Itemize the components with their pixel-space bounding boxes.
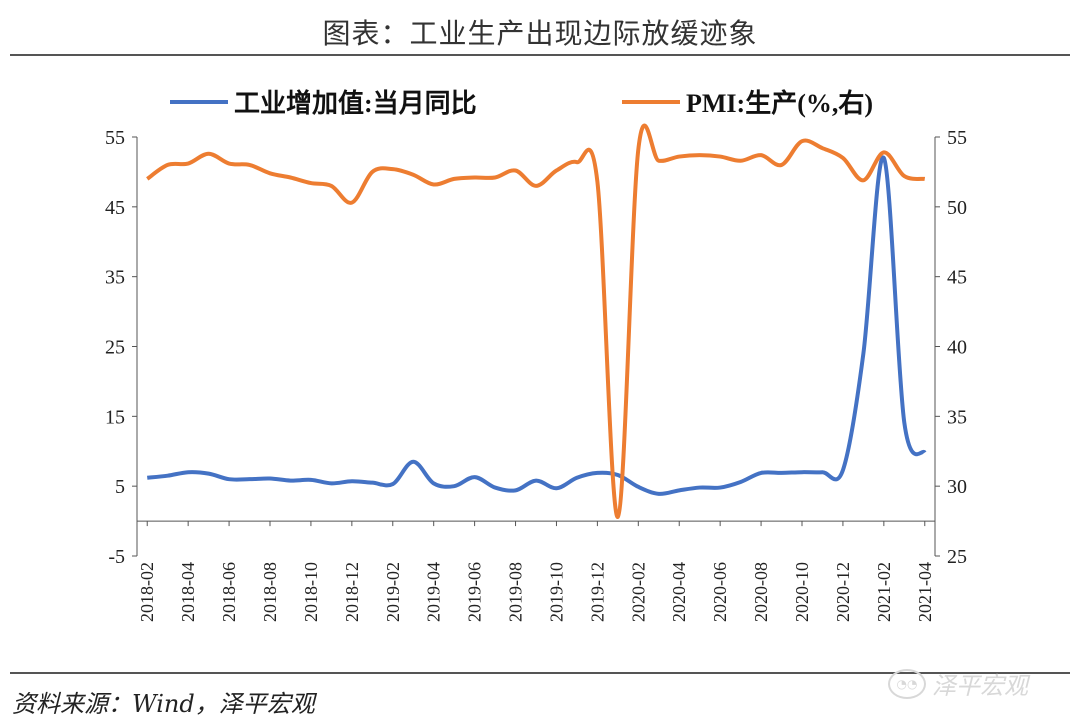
x-tick-label: 2019-12: [587, 562, 607, 622]
y-left-tick-label: 45: [105, 197, 125, 219]
title-divider: [10, 54, 1070, 56]
x-tick-label: 2021-04: [915, 562, 935, 622]
line-chart: 55 45 35 25 15 5 -5 55 50 45 40 35 30 25 2018-02 2018-0…: [105, 88, 967, 622]
y-right-tick-label: 45: [947, 267, 967, 289]
x-tick-label: 2018-04: [178, 562, 198, 622]
x-tick-label: 2019-08: [506, 562, 526, 622]
x-tick-label: 2019-10: [546, 562, 566, 622]
x-tick-label: 2018-08: [260, 562, 280, 622]
y-right-tick-label: 30: [947, 476, 967, 498]
x-tick-label: 2020-04: [669, 562, 689, 622]
y-left-tick-label: 35: [105, 267, 125, 289]
x-tick-label: 2018-10: [301, 562, 321, 622]
x-tick-label: 2018-02: [137, 562, 157, 622]
chart-title: 图表：工业生产出现边际放缓迹象: [322, 17, 758, 50]
legend-label-industrial: 工业增加值:当月同比: [234, 88, 477, 118]
watermark: ◔◔ 泽平宏观: [888, 666, 1028, 701]
y-right-tick-label: 40: [947, 337, 967, 359]
series-line-industrial-value-added: [147, 155, 927, 496]
x-tick-label: 2020-08: [751, 562, 771, 622]
y-right-tick-label: 50: [947, 197, 967, 219]
x-tick-label: 2020-12: [833, 562, 853, 622]
x-tick-label: 2021-02: [874, 562, 894, 622]
x-tick-label: 2019-04: [424, 562, 444, 622]
x-tick-label: 2019-02: [383, 562, 403, 622]
x-tick-label: 2020-10: [792, 562, 812, 622]
wechat-logo-icon: ◔◔: [888, 668, 926, 699]
y-right-tick-label: 55: [947, 127, 967, 149]
y-right-tick-label: 35: [947, 406, 967, 428]
y-left-tick-label: 55: [105, 127, 125, 149]
y-left-tick-label: 5: [115, 476, 125, 498]
x-tick-label: 2018-12: [342, 562, 362, 622]
source-divider: [10, 672, 1070, 674]
series-line-pmi-production: [146, 123, 926, 519]
y-right-tick-label: 25: [947, 546, 967, 568]
y-left-tick-label: 15: [105, 406, 125, 428]
x-tick-label: 2020-06: [710, 562, 730, 622]
x-tick-label: 2020-02: [628, 562, 648, 622]
watermark-text: 泽平宏观: [932, 672, 1028, 700]
y-left-tick-label: -5: [108, 546, 125, 568]
y-left-tick-label: 25: [105, 337, 125, 359]
x-tick-label: 2019-06: [465, 562, 485, 622]
legend-label-pmi: PMI:生产(%,右): [686, 89, 873, 118]
source-note: 资料来源：Wind，泽平宏观: [12, 690, 315, 718]
x-tick-label: 2018-06: [219, 562, 239, 622]
